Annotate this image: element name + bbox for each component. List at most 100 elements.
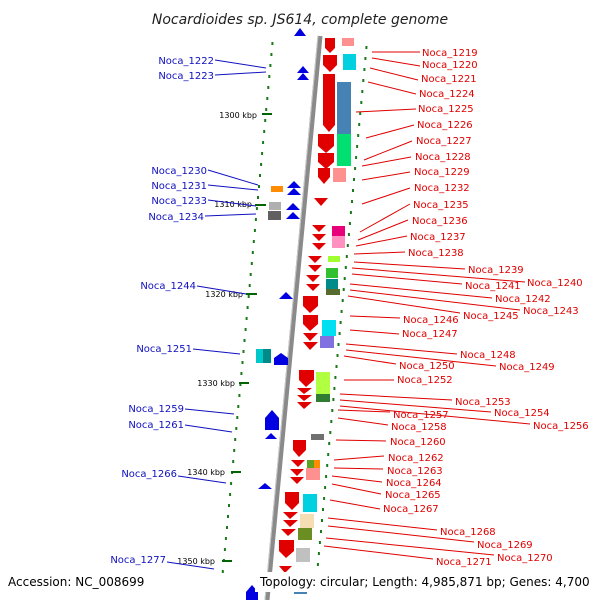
gene-label: Noca_1266 xyxy=(121,469,177,480)
leader-line xyxy=(363,140,413,161)
track-dot xyxy=(266,97,269,100)
track-dot xyxy=(361,90,364,93)
leader-line xyxy=(343,355,397,365)
leader-line xyxy=(349,283,493,299)
gene-label: Noca_1226 xyxy=(417,120,473,131)
track-dot xyxy=(234,438,237,441)
track-dot xyxy=(322,508,324,511)
gene-label: Noca_1268 xyxy=(440,527,496,538)
track-dot xyxy=(257,196,259,199)
reverse-gene-arrow xyxy=(308,265,322,272)
gene-label: Noca_1251 xyxy=(136,344,192,355)
track-dot xyxy=(243,339,246,342)
track-dot xyxy=(232,460,235,463)
track-dot xyxy=(354,167,357,170)
gene-category-block xyxy=(314,460,320,468)
track-dot xyxy=(221,570,224,573)
leader-line xyxy=(353,261,466,270)
gene-label: Noca_1230 xyxy=(151,166,207,177)
gene-label: Noca_1277 xyxy=(110,555,166,566)
leader-line xyxy=(214,59,267,69)
leader-line xyxy=(325,537,495,556)
reverse-gene-arrow xyxy=(290,477,304,484)
leader-line xyxy=(331,475,383,483)
forward-gene-arrow xyxy=(265,433,277,439)
track-dot xyxy=(336,354,339,357)
gene-category-block xyxy=(271,186,283,192)
track-dot xyxy=(316,563,319,566)
track-dot xyxy=(347,233,350,236)
track-dot xyxy=(321,519,323,522)
gene-category-block xyxy=(268,211,281,220)
reverse-gene-arrow xyxy=(312,234,326,241)
gene-label: Noca_1261 xyxy=(128,420,184,431)
gene-label: Noca_1250 xyxy=(399,361,455,372)
gene-label: Noca_1222 xyxy=(158,56,214,67)
track-dot xyxy=(260,163,263,166)
gene-category-block xyxy=(342,38,354,46)
reverse-gene-arrow xyxy=(306,275,320,282)
gene-category-block xyxy=(307,460,315,468)
leader-line xyxy=(184,424,233,433)
track-dot xyxy=(323,497,326,500)
gene-label: Noca_1262 xyxy=(388,453,444,464)
leader-line xyxy=(361,187,411,205)
track-dot xyxy=(331,409,334,412)
gene-label: Noca_1254 xyxy=(494,408,550,419)
gene-label: Noca_1265 xyxy=(385,490,441,501)
leader-line xyxy=(329,499,381,510)
track-dot xyxy=(267,86,270,89)
track-dot xyxy=(320,530,322,533)
track-dot xyxy=(359,112,362,115)
gene-label: Noca_1240 xyxy=(527,278,583,289)
track-dot xyxy=(253,229,256,232)
forward-gene-arrow xyxy=(287,181,301,188)
map-title: Nocardioides sp. JS614, complete genome xyxy=(152,12,448,28)
leader-line xyxy=(204,213,257,217)
track-dot xyxy=(364,57,367,60)
leader-line xyxy=(357,219,409,241)
leader-line xyxy=(339,393,453,401)
forward-gene-arrow xyxy=(286,212,300,219)
track-dot xyxy=(334,376,337,379)
scale-tick-label: 1300 kbp xyxy=(219,111,257,120)
gene-label: Noca_1219 xyxy=(422,48,478,59)
forward-gene-arrow xyxy=(286,203,300,210)
track-dot xyxy=(332,398,335,401)
leader-line xyxy=(192,348,241,355)
track-dot xyxy=(235,427,238,430)
gene-category-block xyxy=(320,336,334,348)
gene-label: Noca_1235 xyxy=(413,200,469,211)
gene-label: Noca_1253 xyxy=(455,397,511,408)
track-dot xyxy=(365,46,368,49)
gene-label: Noca_1238 xyxy=(408,248,464,259)
track-dot xyxy=(261,152,264,155)
track-dot xyxy=(329,431,332,434)
track-dot xyxy=(229,493,232,496)
leader-line xyxy=(323,545,434,560)
scale-tick-label: 1310 kbp xyxy=(214,200,252,209)
track-dot xyxy=(328,442,331,445)
track-dot xyxy=(341,299,344,302)
track-dot xyxy=(270,53,273,56)
reverse-gene-arrow xyxy=(297,402,312,409)
reverse-gene-arrow xyxy=(306,284,320,291)
gene-category-block xyxy=(263,349,271,363)
reverse-strand-genes xyxy=(276,38,337,584)
leader-line xyxy=(337,417,389,426)
leader-line xyxy=(177,475,227,484)
reverse-gene-arrow xyxy=(303,315,318,331)
gene-category-block xyxy=(337,134,351,166)
gene-label: Noca_1248 xyxy=(460,350,516,361)
leader-line xyxy=(361,156,412,167)
gene-category-block xyxy=(298,528,312,540)
track-dot xyxy=(254,218,257,221)
reverse-gene-arrow xyxy=(297,388,312,394)
track-dot xyxy=(249,273,252,276)
leader-line xyxy=(351,273,463,285)
gene-label: Noca_1242 xyxy=(495,294,551,305)
forward-gene-arrow xyxy=(287,188,301,195)
gene-label: Noca_1271 xyxy=(436,557,492,568)
forward-gene-arrow xyxy=(297,66,309,73)
